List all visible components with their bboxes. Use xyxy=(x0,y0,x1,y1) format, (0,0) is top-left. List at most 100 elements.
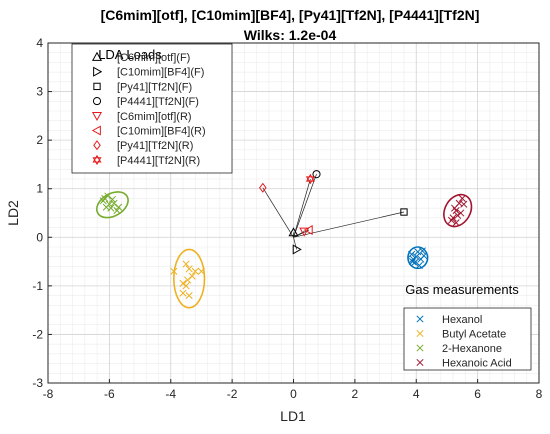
loads-legend-label: [C6mim][otf](F) xyxy=(117,52,190,64)
point-hexanoic-acid xyxy=(452,219,460,227)
point-2-hexanone xyxy=(115,203,123,211)
x-tick-label: -6 xyxy=(104,387,115,401)
x-tick-label: 0 xyxy=(290,387,297,401)
loads-legend-label: [P4441][Tf2N](R) xyxy=(117,155,200,167)
x-tick-labels: -8 -6 -4 -2 0 2 4 6 8 xyxy=(43,379,543,401)
load-marker xyxy=(259,182,267,193)
loads-legend-marker xyxy=(91,111,103,122)
y-axis-label: LD2 xyxy=(5,200,21,226)
loads-legend-marker-a xyxy=(92,154,102,163)
gas-legend-label: Butyl Acetate xyxy=(442,329,506,341)
y-tick-label: 0 xyxy=(36,230,43,244)
point-hexanoic-acid xyxy=(458,194,466,202)
point-hexanol xyxy=(409,258,417,266)
point-butyl-acetate xyxy=(182,260,190,268)
load-vector xyxy=(262,187,294,238)
loads-legend-box xyxy=(71,43,233,174)
load-marker-b xyxy=(305,176,315,185)
point-hexanoic-acid xyxy=(460,200,468,208)
point-butyl-acetate xyxy=(184,276,192,284)
point-hexanol xyxy=(412,253,420,261)
loads-legend-marker xyxy=(92,97,102,106)
point-hexanol xyxy=(420,252,428,260)
load-marker xyxy=(303,224,313,236)
point-2-hexanone xyxy=(105,200,113,208)
loads-legend: LDA Loads[C6mim][otf](F) [C10mim][BF4](F)… xyxy=(71,43,233,174)
loads-legend-label: [Py41][Tf2N](R) xyxy=(117,140,193,152)
gas-legend-marker xyxy=(416,344,424,352)
load-marker xyxy=(288,227,299,237)
gas-points xyxy=(99,192,468,300)
ellipse-hexanol xyxy=(407,246,429,270)
load-marker xyxy=(299,227,310,237)
loads-legend-marker xyxy=(93,66,103,77)
load-marker xyxy=(400,208,408,216)
x-tick-label: 2 xyxy=(352,387,359,401)
loads-legend-label: [C10mim][BF4](R) xyxy=(117,126,206,138)
chart-subtitle: Wilks: 1.2e-04 xyxy=(244,27,337,43)
load-vector xyxy=(293,178,311,238)
point-butyl-acetate xyxy=(191,267,199,275)
y-tick-label: 4 xyxy=(36,36,43,50)
y-tick-label: -2 xyxy=(32,327,43,341)
point-butyl-acetate xyxy=(185,292,193,300)
load-marker xyxy=(305,173,315,185)
point-2-hexanone xyxy=(108,195,116,203)
loads-legend-marker xyxy=(91,125,101,136)
loads-legend-label: [Py41][Tf2N](F) xyxy=(117,81,192,93)
x-tick-label: -8 xyxy=(43,387,54,401)
gas-legend-marker xyxy=(416,329,424,338)
gas-legend-title: Gas measurements xyxy=(405,282,519,297)
point-hexanol xyxy=(408,250,416,258)
gas-legend-label: Hexanol xyxy=(442,314,482,326)
gas-legend-marker xyxy=(416,358,424,367)
point-hexanoic-acid xyxy=(457,209,465,217)
point-hexanoic-acid xyxy=(447,216,456,224)
point-butyl-acetate xyxy=(197,267,205,275)
point-2-hexanone xyxy=(101,194,109,202)
x-tick-label: -2 xyxy=(227,387,238,401)
point-hexanol xyxy=(415,261,423,270)
loads-legend-label: [C6mim][otf](R) xyxy=(117,111,192,123)
loads-legend-marker xyxy=(93,82,101,91)
load-marker xyxy=(312,170,321,179)
gas-legend-label: 2-Hexanone xyxy=(442,343,502,355)
loads-legend-marker xyxy=(93,140,101,151)
x-axis-label: LD1 xyxy=(280,408,306,424)
y-tick-label: -1 xyxy=(32,279,43,293)
point-butyl-acetate xyxy=(170,267,178,275)
y-tick-label: -3 xyxy=(32,376,43,390)
gas-legend-marker xyxy=(416,315,424,323)
gas-legend: Gas measurements Hexanol Butyl Acetate 2-He… xyxy=(403,282,532,371)
point-hexanoic-acid xyxy=(451,204,459,212)
point-butyl-acetate xyxy=(179,289,187,297)
point-butyl-acetate xyxy=(182,282,190,290)
point-butyl-acetate xyxy=(188,272,196,280)
x-tick-label: -4 xyxy=(165,387,176,401)
load-vector xyxy=(293,174,317,238)
gas-legend-label: Hexanoic Acid xyxy=(442,358,512,370)
loads-legend-marker xyxy=(91,51,103,61)
loads-legend-label: [C10mim][BF4](F) xyxy=(117,67,204,79)
lda-loads xyxy=(259,170,408,255)
y-tick-label: 3 xyxy=(36,85,43,99)
point-hexanol xyxy=(418,247,426,255)
loads-legend-label: [P4441][Tf2N](F) xyxy=(117,96,199,108)
load-marker-a xyxy=(305,173,315,182)
chart-title: [C6mim][otf], [C10mim][BF4], [Py41][Tf2N… xyxy=(101,7,480,23)
x-tick-label: 6 xyxy=(474,387,481,401)
ellipse-hexanoic-acid xyxy=(443,193,473,228)
y-tick-label: 1 xyxy=(36,182,43,196)
x-tick-label: 8 xyxy=(536,387,543,401)
y-tick-labels: -3 -2 -1 0 1 2 3 4 xyxy=(32,36,52,390)
loads-legend-marker-b xyxy=(92,157,102,166)
point-butyl-acetate xyxy=(185,265,193,273)
ellipse-butyl-acetate xyxy=(173,248,206,309)
load-vector xyxy=(293,237,297,250)
gas-legend-box xyxy=(403,307,532,371)
load-marker xyxy=(292,244,302,255)
loads-legend-title: LDA Loads xyxy=(98,47,162,62)
loads-legend-marker xyxy=(92,154,102,166)
x-tick-label: 4 xyxy=(413,387,420,401)
